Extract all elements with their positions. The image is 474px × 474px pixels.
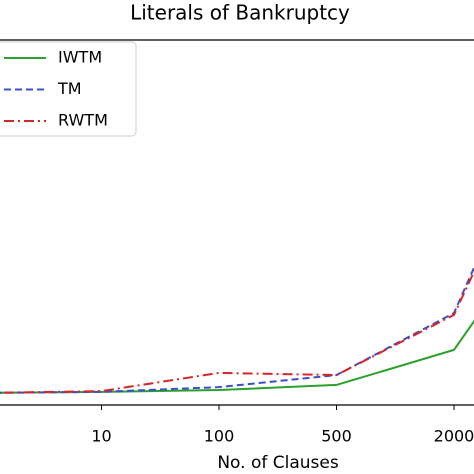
legend-label: TM xyxy=(57,79,82,98)
x-tick-label: 500 xyxy=(321,427,352,446)
x-axis-label: No. of Clauses xyxy=(217,453,339,473)
legend-frame xyxy=(0,41,137,137)
x-tick-label: 10 xyxy=(91,427,111,446)
series-line xyxy=(0,269,474,394)
legend: IWTM TM RWTM xyxy=(0,41,137,137)
x-tick-label: 2000 xyxy=(434,427,474,446)
legend-label: IWTM xyxy=(58,48,102,67)
x-tick-label: 100 xyxy=(204,427,235,446)
series-line xyxy=(0,319,474,394)
chart-title: Literals of Bankruptcy xyxy=(130,1,350,25)
legend-label: RWTM xyxy=(58,111,108,130)
